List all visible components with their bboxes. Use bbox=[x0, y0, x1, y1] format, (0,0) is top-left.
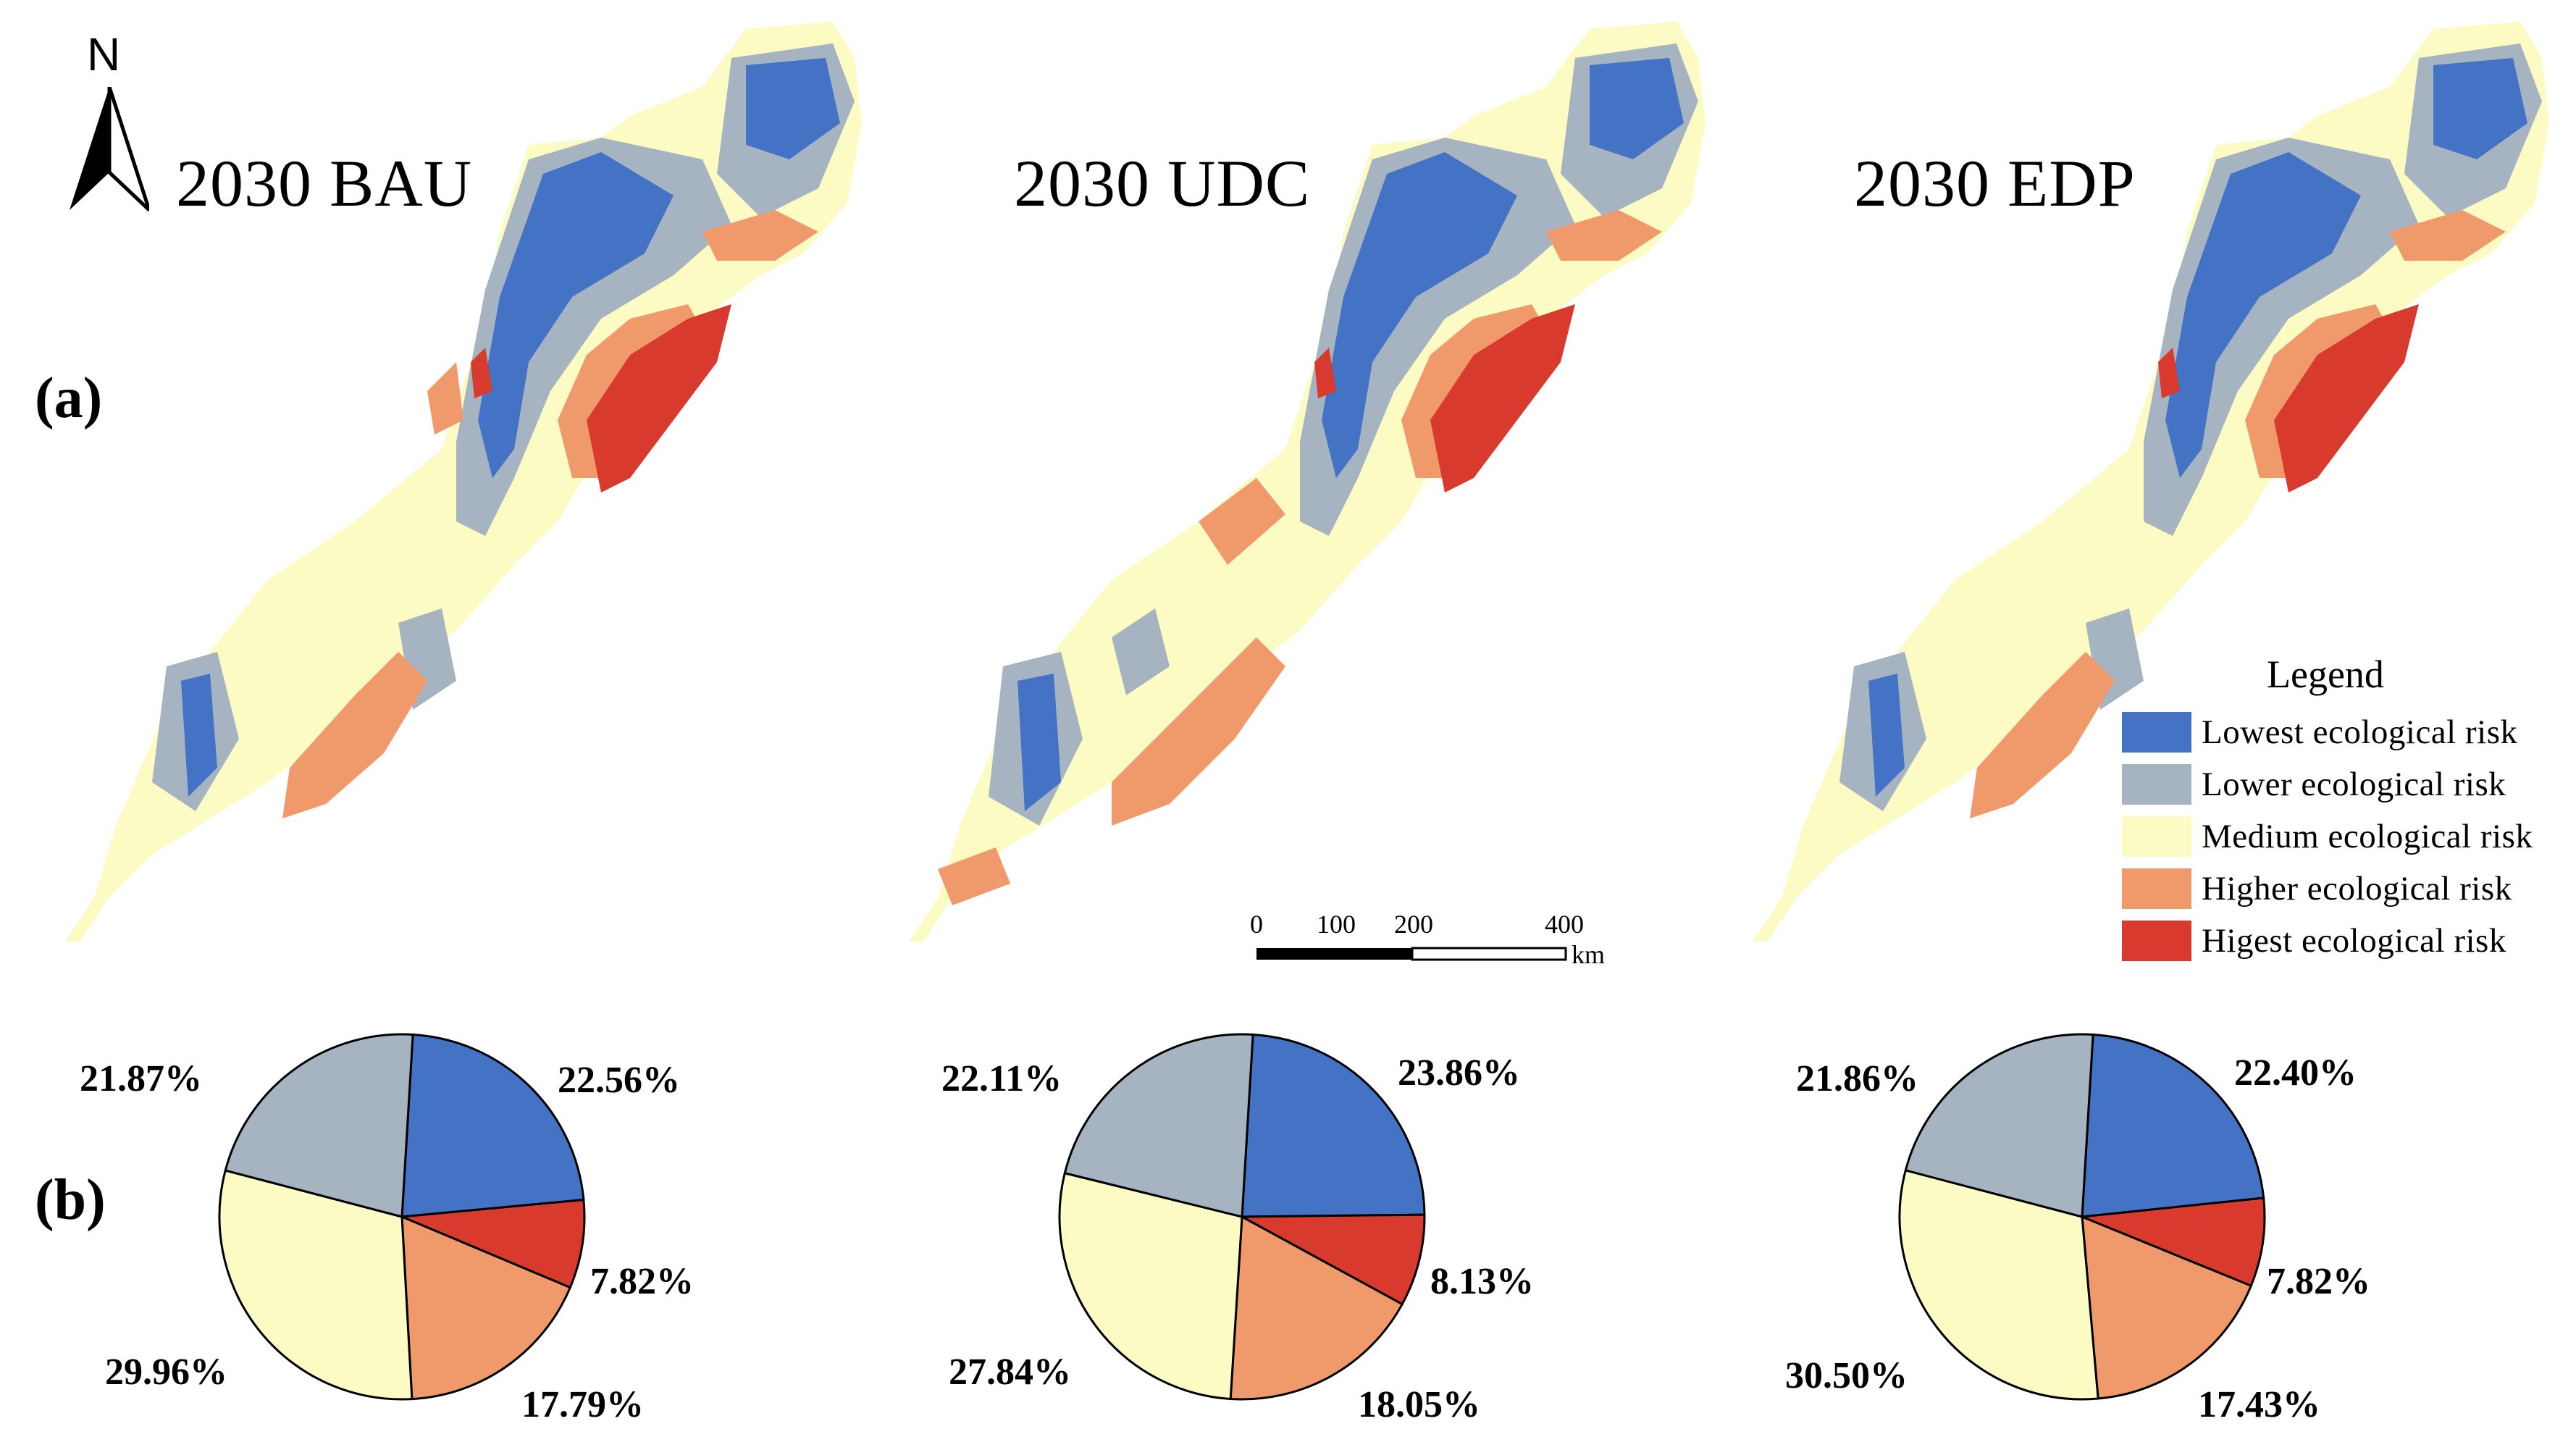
map-title-udc: 2030 UDC bbox=[1014, 146, 1311, 220]
zone-lowest bbox=[181, 58, 840, 797]
pie-slice-lower bbox=[224, 1033, 414, 1218]
zone-highest bbox=[1314, 304, 1575, 493]
pie-label-bau-medium: 29.96% bbox=[105, 1351, 227, 1393]
legend-item-medium: Medium ecological risk bbox=[2122, 814, 2533, 859]
risk-map-udc bbox=[909, 22, 1706, 942]
legend-item-highest: Higest ecological risk bbox=[2122, 918, 2506, 963]
pie-chart-bau bbox=[218, 1033, 586, 1401]
legend: Legend Lowest ecological risk Lower ecol… bbox=[2122, 652, 2564, 978]
scale-bar: 0 100 200 400 km bbox=[1231, 909, 1605, 981]
legend-swatch-lower bbox=[2122, 764, 2191, 805]
pie-slice-highest bbox=[1238, 1213, 1426, 1306]
pie-label-udc-lower: 22.11% bbox=[941, 1058, 1062, 1099]
north-arrow-icon bbox=[70, 87, 149, 211]
pie-label-bau-highest: 7.82% bbox=[590, 1261, 694, 1302]
pie-label-bau-lower: 21.87% bbox=[80, 1058, 202, 1099]
panel-label-a: (a) bbox=[35, 366, 103, 430]
legend-swatch-medium bbox=[2122, 816, 2191, 857]
pie-slice-highest bbox=[401, 1198, 586, 1289]
pie-slice-medium bbox=[218, 1169, 414, 1401]
legend-label-higher: Higher ecological risk bbox=[2202, 870, 2512, 908]
legend-item-lower: Lower ecological risk bbox=[2122, 762, 2506, 807]
pie-chart-edp bbox=[1898, 1033, 2266, 1401]
pie-slice-higher bbox=[1229, 1215, 1404, 1401]
pie-chart-udc bbox=[1058, 1033, 1426, 1401]
pie-label-udc-higher: 18.05% bbox=[1358, 1384, 1480, 1425]
legend-label-medium: Medium ecological risk bbox=[2202, 818, 2533, 855]
legend-label-lower: Lower ecological risk bbox=[2202, 766, 2506, 803]
legend-title: Legend bbox=[2267, 653, 2384, 696]
pie-label-udc-highest: 8.13% bbox=[1430, 1261, 1534, 1302]
panel-label-b: (b) bbox=[35, 1168, 106, 1232]
scale-unit: km bbox=[1572, 940, 1606, 969]
scale-tick-200: 200 bbox=[1394, 910, 1433, 939]
legend-swatch-higher bbox=[2122, 868, 2191, 909]
scale-tick-100: 100 bbox=[1317, 910, 1356, 939]
legend-item-higher: Higher ecological risk bbox=[2122, 866, 2512, 911]
pie-slice-lowest bbox=[1241, 1033, 1426, 1218]
legend-swatch-lowest bbox=[2122, 712, 2191, 753]
pie-slice-lowest bbox=[400, 1033, 585, 1218]
map-title-bau: 2030 BAU bbox=[176, 146, 473, 220]
pie-label-bau-higher: 17.79% bbox=[521, 1384, 644, 1425]
zone-lowest bbox=[1868, 58, 2527, 797]
pie-slice-lowest bbox=[2081, 1033, 2265, 1218]
pie-label-udc-lowest: 23.86% bbox=[1398, 1052, 1520, 1094]
map-title-edp: 2030 EDP bbox=[1854, 146, 2136, 220]
pie-label-edp-highest: 7.82% bbox=[2267, 1261, 2370, 1302]
risk-map-edp bbox=[1753, 22, 2549, 942]
north-arrow-letter: N bbox=[87, 28, 121, 80]
legend-swatch-highest bbox=[2122, 921, 2191, 961]
legend-label-highest: Higest ecological risk bbox=[2202, 922, 2506, 960]
scale-bar-graphic bbox=[1256, 947, 1567, 961]
pie-label-bau-lowest: 22.56% bbox=[558, 1060, 680, 1101]
pie-slice-highest bbox=[2081, 1197, 2266, 1288]
scale-tick-400: 400 bbox=[1545, 910, 1584, 939]
pie-label-udc-medium: 27.84% bbox=[949, 1351, 1071, 1393]
pie-slice-lower bbox=[1063, 1033, 1254, 1218]
scale-tick-0: 0 bbox=[1250, 910, 1263, 939]
pie-label-edp-medium: 30.50% bbox=[1785, 1355, 1908, 1396]
legend-label-lowest: Lowest ecological risk bbox=[2202, 713, 2518, 751]
pie-label-edp-lowest: 22.40% bbox=[2234, 1052, 2357, 1094]
zone-highest bbox=[471, 304, 731, 493]
pie-label-edp-higher: 17.43% bbox=[2198, 1384, 2320, 1425]
zone-highest bbox=[2158, 304, 2419, 493]
pie-label-edp-lower: 21.86% bbox=[1796, 1058, 1918, 1099]
pie-slice-higher bbox=[2081, 1215, 2253, 1400]
pie-slice-lower bbox=[1904, 1033, 2094, 1218]
pie-slice-medium bbox=[1058, 1171, 1243, 1401]
risk-map-bau bbox=[65, 22, 862, 942]
legend-item-lowest: Lowest ecological risk bbox=[2122, 710, 2517, 755]
pie-slice-higher bbox=[400, 1215, 572, 1401]
pie-slice-medium bbox=[1898, 1169, 2099, 1401]
zone-lowest bbox=[1018, 58, 1684, 811]
